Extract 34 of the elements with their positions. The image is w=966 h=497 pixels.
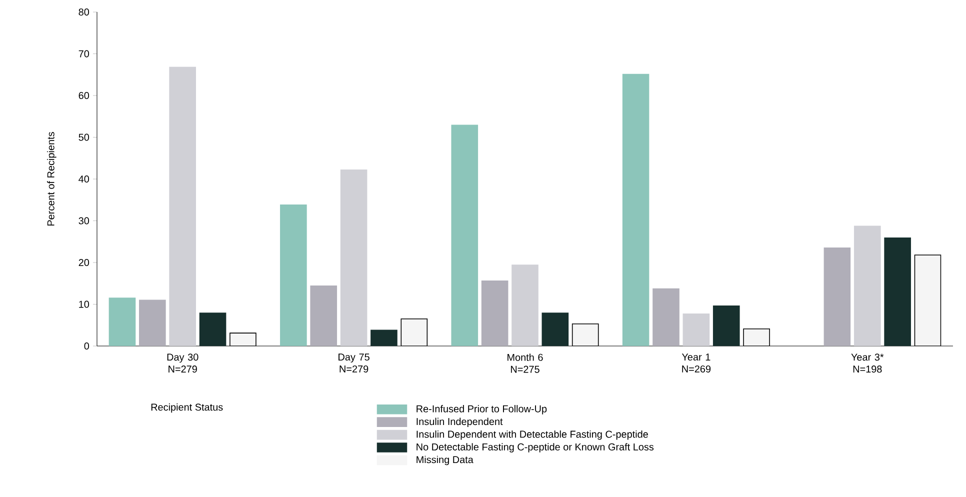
y-tick-label: 80 (78, 8, 90, 16)
x-tick-label: Year 3* N=198 (851, 354, 884, 373)
bar (451, 124, 478, 346)
legend-label: Missing Data (416, 456, 474, 466)
bar (108, 298, 136, 346)
y-tick-label: 0 (84, 342, 90, 350)
bar (400, 318, 428, 346)
bar (824, 248, 851, 346)
legend-label: Re-Infused Prior to Follow-Up (416, 405, 547, 414)
x-tick-label: Day 30 N=279 (167, 354, 198, 373)
y-tick-label: 30 (78, 217, 90, 224)
bar (481, 280, 508, 346)
y-tick-label: 40 (78, 175, 90, 183)
y-axis-title: Percent of Recipients (47, 132, 56, 226)
x-tick-label: Year 1 N=269 (682, 354, 711, 373)
legend-title: Recipient Status (151, 403, 223, 413)
legend-label: Insulin Independent (416, 418, 503, 428)
y-tick-label: 70 (78, 50, 90, 58)
y-tick-label: 60 (78, 92, 90, 100)
y-tick-label: 50 (78, 134, 90, 141)
legend-label: Insulin Dependent with Detectable Fasting C-peptide (416, 430, 648, 440)
bar (280, 204, 307, 346)
bar (743, 328, 770, 346)
bar (914, 254, 942, 346)
y-tick-label: 10 (79, 300, 90, 308)
y-tick-label: 20 (78, 258, 90, 266)
bar (139, 300, 166, 346)
x-tick-label: Month 6 N=275 (508, 354, 543, 373)
legend-label: No Detectable Fasting C-peptide or Known Graft Loss (416, 443, 654, 452)
bar (622, 74, 650, 346)
bar (652, 288, 680, 346)
x-tick-label: Day 75 N=279 (338, 354, 370, 373)
bar (572, 323, 599, 346)
bar (310, 286, 338, 346)
